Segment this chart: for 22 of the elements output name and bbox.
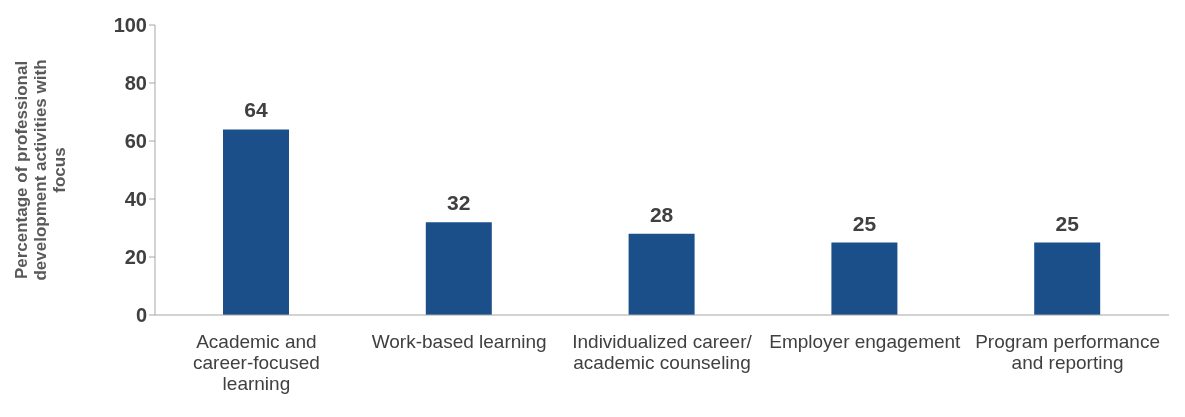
bar — [1034, 242, 1101, 315]
data-label: 25 — [1055, 211, 1080, 235]
data-label: 64 — [244, 98, 268, 122]
y-axis-title: Percentage of professional development activities with focus — [12, 59, 69, 281]
y-tick-label: 80 — [124, 72, 147, 95]
x-tick-label: Employer engagement — [769, 331, 962, 353]
x-tick-label: Work-based learning — [371, 331, 547, 353]
bar — [628, 233, 695, 315]
data-label: 25 — [852, 211, 877, 235]
x-tick-label: Academic and career-focused learning — [193, 331, 320, 394]
y-tick-label: 60 — [124, 130, 147, 153]
bar — [223, 129, 289, 315]
y-tick-label: 20 — [124, 246, 147, 269]
bar — [425, 222, 492, 315]
x-tick-label: Program performance and reporting — [975, 331, 1160, 373]
data-label: 32 — [447, 191, 471, 215]
data-label: 28 — [649, 202, 674, 226]
y-tick-label: 100 — [113, 14, 147, 37]
y-tick-label: 40 — [124, 188, 147, 211]
bar — [831, 242, 898, 315]
x-tick-label: Individualized career/ academic counseling — [572, 331, 753, 373]
y-tick-label: 0 — [135, 304, 147, 327]
